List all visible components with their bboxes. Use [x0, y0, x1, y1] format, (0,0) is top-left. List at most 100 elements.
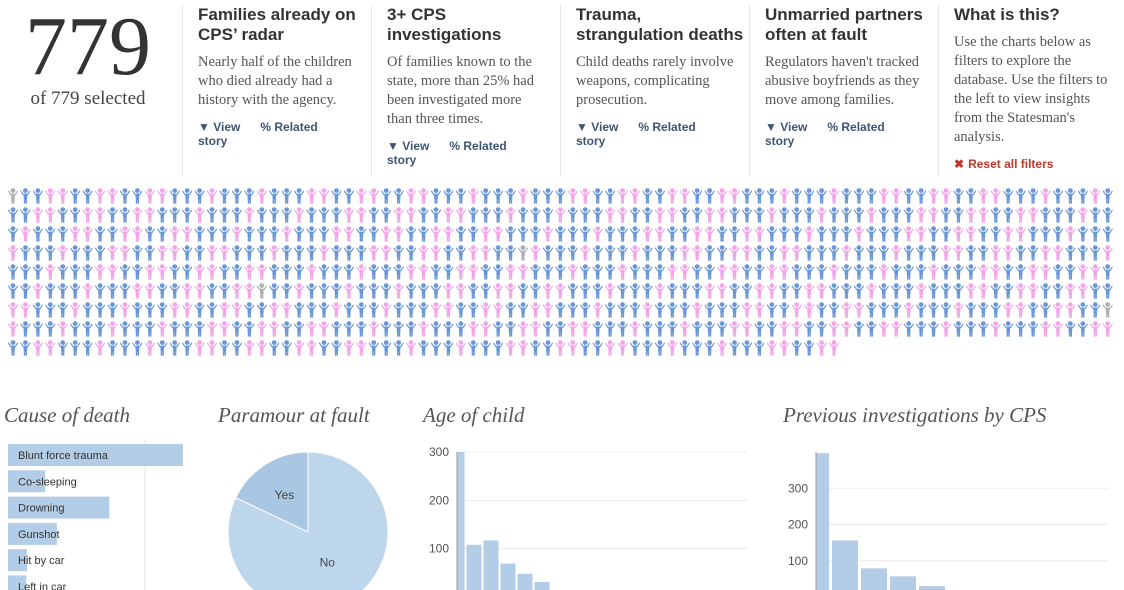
child-figure[interactable] — [1003, 245, 1014, 261]
child-figure[interactable] — [107, 207, 118, 223]
child-figure[interactable] — [965, 226, 977, 242]
child-figure[interactable] — [605, 226, 616, 242]
child-figure[interactable] — [816, 321, 827, 337]
child-figure[interactable] — [269, 207, 280, 223]
child-figure[interactable] — [816, 283, 827, 299]
child-figure[interactable] — [368, 207, 379, 223]
child-figure[interactable] — [70, 283, 81, 299]
child-figure[interactable] — [1003, 321, 1014, 337]
child-figure[interactable] — [580, 207, 591, 223]
child-figure[interactable] — [45, 264, 56, 280]
child-figure[interactable] — [717, 283, 728, 299]
child-figure[interactable] — [654, 283, 666, 299]
child-figure[interactable] — [119, 188, 131, 204]
child-figure[interactable] — [1040, 302, 1051, 318]
child-figure[interactable] — [306, 340, 317, 356]
child-figure[interactable] — [107, 340, 118, 356]
child-figure[interactable] — [455, 188, 467, 204]
child-figure[interactable] — [455, 207, 467, 223]
child-figure[interactable] — [480, 226, 491, 242]
child-figure[interactable] — [1040, 207, 1051, 223]
child-figure[interactable] — [319, 188, 330, 204]
child-figure[interactable] — [132, 245, 143, 261]
child-figure[interactable] — [866, 188, 877, 204]
child-figure[interactable] — [816, 264, 827, 280]
child-figure[interactable] — [841, 245, 852, 261]
child-figure[interactable] — [356, 226, 367, 242]
child-figure[interactable] — [679, 264, 690, 280]
child-figure[interactable] — [443, 302, 454, 318]
child-figure[interactable] — [804, 340, 815, 356]
child-figure[interactable] — [754, 340, 765, 356]
child-figure[interactable] — [903, 226, 914, 242]
child-figure[interactable] — [70, 321, 81, 337]
child-figure[interactable] — [580, 264, 591, 280]
child-figure[interactable] — [219, 264, 230, 280]
child-figure[interactable] — [605, 283, 616, 299]
child-figure[interactable] — [729, 207, 740, 223]
child-figure[interactable] — [1028, 207, 1039, 223]
child-figure[interactable] — [891, 207, 902, 223]
child-figure[interactable] — [57, 207, 68, 223]
child-figure[interactable] — [1065, 226, 1076, 242]
child-figure[interactable] — [903, 283, 914, 299]
child-figure[interactable] — [567, 340, 579, 356]
child-figure[interactable] — [20, 302, 31, 318]
child-figure[interactable] — [306, 264, 317, 280]
child-figure[interactable] — [381, 207, 392, 223]
child-figure[interactable] — [630, 226, 641, 242]
child-figure[interactable] — [107, 283, 118, 299]
child-figure[interactable] — [480, 207, 491, 223]
child-figure[interactable] — [891, 264, 902, 280]
child-figure[interactable] — [1052, 302, 1064, 318]
child-figure[interactable] — [443, 188, 454, 204]
child-figure[interactable] — [393, 207, 404, 223]
child-figure[interactable] — [518, 302, 529, 318]
child-figure[interactable] — [132, 207, 143, 223]
child-figure[interactable] — [841, 188, 852, 204]
child-figure[interactable] — [741, 340, 753, 356]
child-figure[interactable] — [853, 264, 865, 280]
child-figure[interactable] — [1065, 188, 1076, 204]
child-figure[interactable] — [231, 264, 243, 280]
child-figure[interactable] — [45, 188, 56, 204]
child-figure[interactable] — [1090, 226, 1101, 242]
child-figure[interactable] — [667, 245, 678, 261]
reset-link[interactable]: ✖ Reset all filters — [954, 157, 1054, 171]
child-figure[interactable] — [244, 264, 255, 280]
child-figure[interactable] — [70, 340, 81, 356]
child-figure[interactable] — [443, 340, 454, 356]
child-figure[interactable] — [1052, 283, 1064, 299]
child-figure[interactable] — [617, 226, 628, 242]
child-figure[interactable] — [356, 340, 367, 356]
child-figure[interactable] — [207, 264, 218, 280]
child-figure[interactable] — [20, 340, 31, 356]
child-figure[interactable] — [1015, 226, 1026, 242]
child-figure[interactable] — [256, 321, 268, 337]
child-figure[interactable] — [207, 226, 218, 242]
child-figure[interactable] — [941, 207, 952, 223]
child-figure[interactable] — [231, 321, 243, 337]
child-figure[interactable] — [654, 245, 666, 261]
child-figure[interactable] — [157, 283, 168, 299]
child-figure[interactable] — [269, 283, 280, 299]
child-figure[interactable] — [717, 340, 728, 356]
child-figure[interactable] — [45, 283, 56, 299]
child-figure[interactable] — [766, 245, 778, 261]
child-figure[interactable] — [393, 340, 404, 356]
child-figure[interactable] — [791, 226, 802, 242]
child-figure[interactable] — [617, 283, 628, 299]
child-figure[interactable] — [816, 302, 827, 318]
child-figure[interactable] — [244, 188, 255, 204]
child-figure[interactable] — [1065, 321, 1076, 337]
child-figure[interactable] — [617, 264, 628, 280]
child-figure[interactable] — [443, 245, 454, 261]
child-figure[interactable] — [630, 283, 641, 299]
child-figure[interactable] — [468, 207, 479, 223]
child-figure[interactable] — [244, 283, 255, 299]
child-figure[interactable] — [779, 321, 790, 337]
child-figure[interactable] — [418, 264, 429, 280]
child-figure[interactable] — [343, 302, 355, 318]
child-figure[interactable] — [903, 321, 914, 337]
child-figure[interactable] — [866, 245, 877, 261]
